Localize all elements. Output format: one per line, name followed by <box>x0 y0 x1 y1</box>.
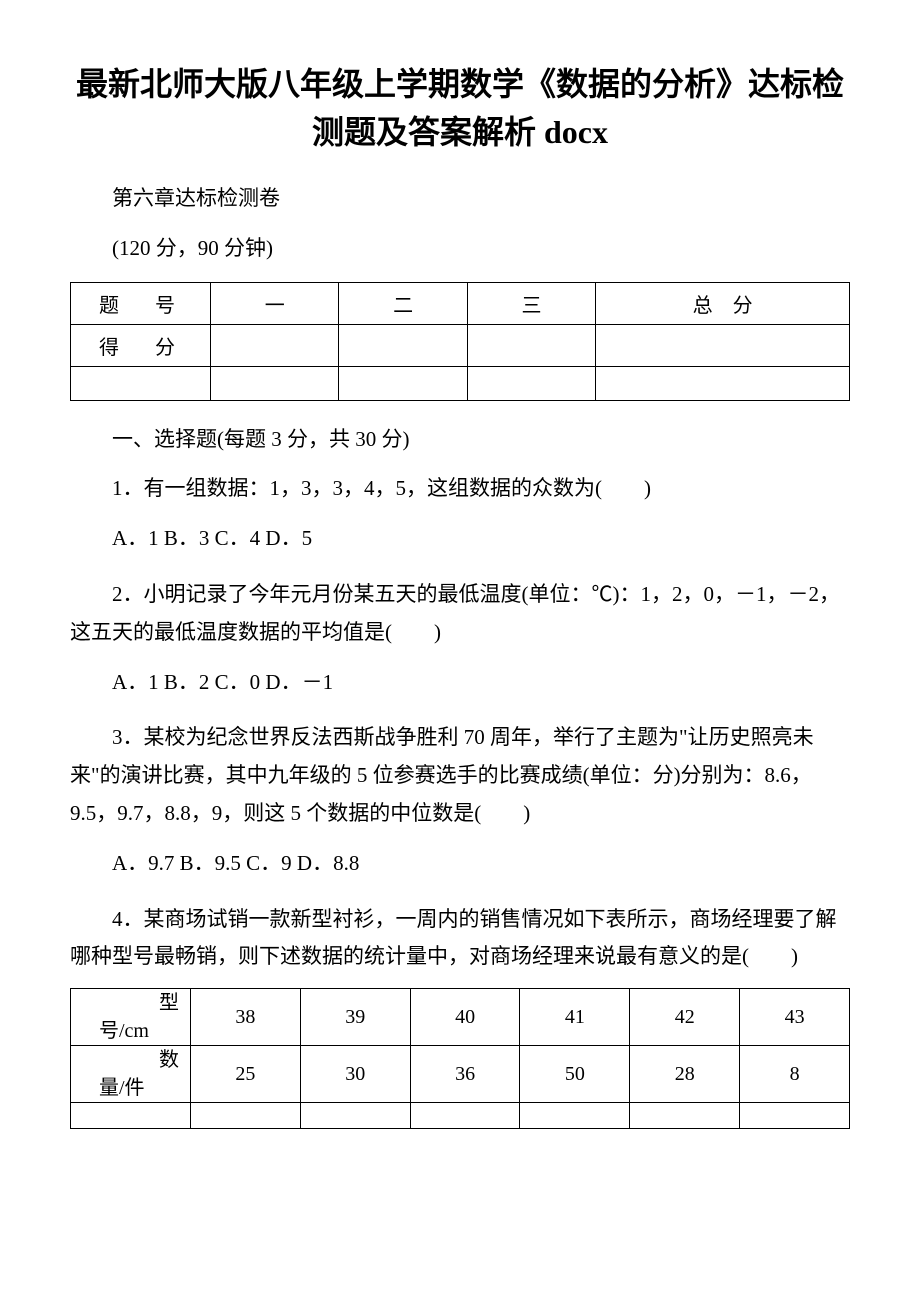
data-header-label: 型 号/cm <box>71 989 191 1046</box>
score-cell <box>339 324 467 366</box>
data-header-col: 43 <box>740 989 850 1046</box>
data-header-col: 40 <box>410 989 520 1046</box>
score-cell <box>596 366 850 400</box>
table-row: 题 号 一 二 三 总 分 <box>71 282 850 324</box>
score-cell <box>467 324 595 366</box>
data-cell <box>191 1103 301 1129</box>
data-row-label: 数 量/件 <box>71 1046 191 1103</box>
label-line2: 号/cm <box>99 1020 149 1042</box>
table-row: 型 号/cm 38 39 40 41 42 43 <box>71 989 850 1046</box>
score-header-col: 二 <box>339 282 467 324</box>
data-header-col: 38 <box>191 989 301 1046</box>
table-row <box>71 1103 850 1129</box>
data-header-col: 41 <box>520 989 630 1046</box>
data-header-col: 42 <box>630 989 740 1046</box>
label-line1: 型 <box>99 992 179 1014</box>
data-cell <box>520 1103 630 1129</box>
score-header-col: 总 分 <box>596 282 850 324</box>
question-2: 2．小明记录了今年元月份某五天的最低温度(单位：℃)：1，2，0，－1，－2，这… <box>70 576 850 652</box>
question-3: 3．某校为纪念世界反法西斯战争胜利 70 周年，举行了主题为"让历史照亮未来"的… <box>70 719 850 832</box>
score-table: 题 号 一 二 三 总 分 得 分 <box>70 282 850 401</box>
data-cell: 50 <box>520 1046 630 1103</box>
score-cell <box>71 366 211 400</box>
shirt-size-table: 型 号/cm 38 39 40 41 42 43 数 量/件 25 30 36 … <box>70 988 850 1129</box>
data-cell: 36 <box>410 1046 520 1103</box>
question-4: 4．某商场试销一款新型衬衫，一周内的销售情况如下表所示，商场经理要了解哪种型号最… <box>70 901 850 977</box>
table-row: 得 分 <box>71 324 850 366</box>
data-cell: 8 <box>740 1046 850 1103</box>
label-line2: 量/件 <box>99 1077 145 1099</box>
question-2-options: A．1 B．2 C．0 D．－1 <box>70 664 850 702</box>
table-row <box>71 366 850 400</box>
score-header-col: 一 <box>211 282 339 324</box>
document-title: 最新北师大版八年级上学期数学《数据的分析》达标检测题及答案解析 docx <box>70 60 850 156</box>
score-header-col: 三 <box>467 282 595 324</box>
data-cell <box>71 1103 191 1129</box>
score-row-label: 得 分 <box>71 324 211 366</box>
section-heading: 一、选择题(每题 3 分，共 30 分) <box>70 421 850 459</box>
data-cell <box>740 1103 850 1129</box>
question-1: 1．有一组数据：1，3，3，4，5，这组数据的众数为( ) <box>70 470 850 508</box>
score-header-label: 题 号 <box>71 282 211 324</box>
question-3-options: A．9.7 B．9.5 C．9 D．8.8 <box>70 845 850 883</box>
exam-info: (120 分，90 分钟) <box>70 230 850 268</box>
data-cell <box>630 1103 740 1129</box>
table-row: 数 量/件 25 30 36 50 28 8 <box>71 1046 850 1103</box>
score-cell <box>596 324 850 366</box>
label-line1: 数 <box>99 1049 179 1071</box>
data-cell: 28 <box>630 1046 740 1103</box>
data-cell <box>300 1103 410 1129</box>
score-cell <box>211 366 339 400</box>
score-cell <box>211 324 339 366</box>
data-header-col: 39 <box>300 989 410 1046</box>
question-1-options: A．1 B．3 C．4 D．5 <box>70 520 850 558</box>
score-cell <box>339 366 467 400</box>
score-cell <box>467 366 595 400</box>
data-cell <box>410 1103 520 1129</box>
data-cell: 25 <box>191 1046 301 1103</box>
data-cell: 30 <box>300 1046 410 1103</box>
subtitle: 第六章达标检测卷 <box>70 180 850 218</box>
